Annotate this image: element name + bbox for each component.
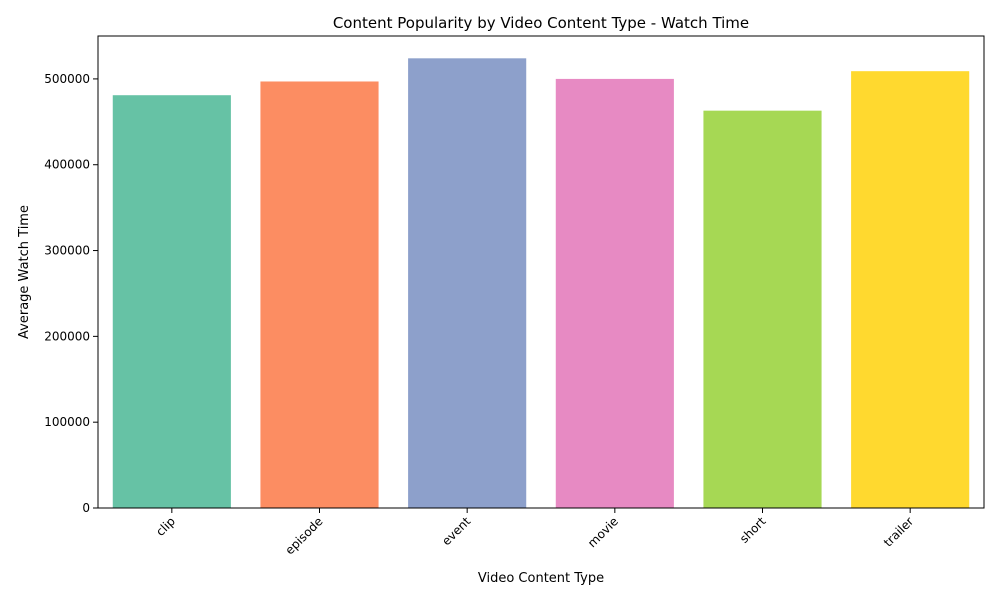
y-tick-label: 200000 <box>44 329 90 343</box>
bar-event <box>408 58 527 508</box>
bar-movie <box>555 78 674 508</box>
x-tick-label-clip: clip <box>153 514 178 539</box>
bar-trailer <box>851 71 970 508</box>
y-tick-label: 100000 <box>44 415 90 429</box>
bar-short <box>703 110 822 509</box>
y-tick-label: 500000 <box>44 72 90 86</box>
y-tick-label: 400000 <box>44 158 90 172</box>
x-axis-label: Video Content Type <box>478 571 604 586</box>
y-axis-label: Average Watch Time <box>17 205 32 339</box>
y-tick-label: 300000 <box>44 244 90 258</box>
x-tick-label-short: short <box>737 514 769 546</box>
chart-title: Content Popularity by Video Content Type… <box>333 14 749 32</box>
y-tick-label: 0 <box>82 501 90 515</box>
bar-episode <box>260 81 379 508</box>
plot-frame <box>97 35 985 509</box>
bar-clip <box>112 95 231 509</box>
x-tick-label-trailer: trailer <box>881 514 916 549</box>
x-tick-label-event: event <box>439 514 473 548</box>
bars-layer <box>112 58 970 509</box>
x-tick-label-movie: movie <box>585 514 621 550</box>
x-tick-label-episode: episode <box>283 514 326 557</box>
